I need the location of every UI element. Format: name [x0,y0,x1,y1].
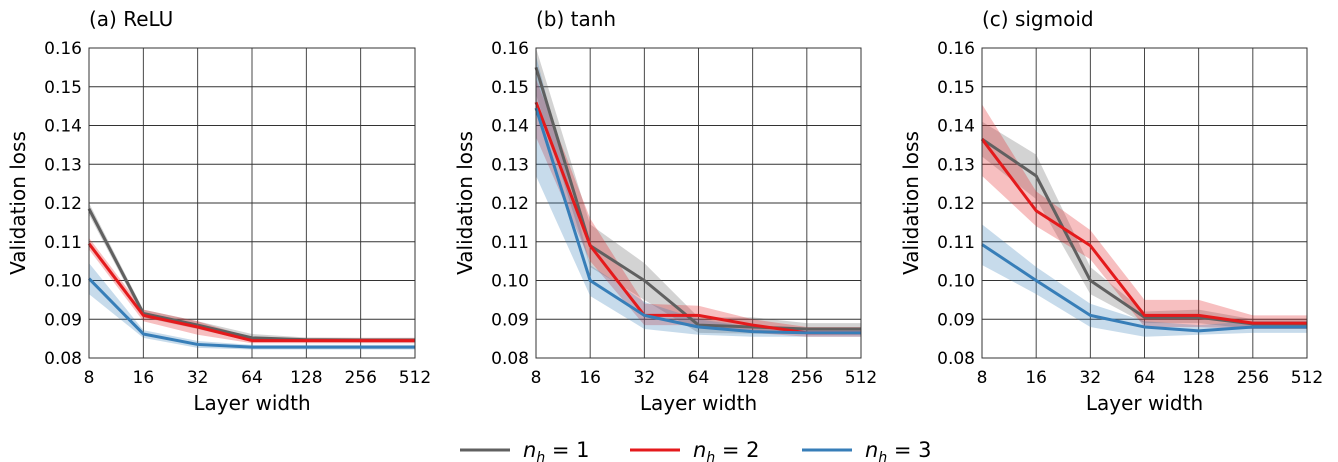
x-tick-label: 16 [133,368,155,388]
plot-frame [88,47,416,359]
y-axis-label: Validation loss [899,131,923,275]
y-tick-label: 0.11 [937,233,975,253]
panel-sigmoid: 0.08 0.09 0.10 0.11 0.12 0.13 0.14 0.15 0.16 8 16 3… [899,7,1323,415]
x-tick-label: 64 [241,368,263,388]
x-tick-label: 128 [736,368,768,388]
panel-title: (c) sigmoid [982,7,1094,31]
legend: nh = 1 nh = 2 nh = 3 [460,438,932,462]
x-tick-label: 32 [1080,368,1102,388]
y-tick-label: 0.08 [937,349,975,369]
legend-label: nh = 1 [523,438,590,462]
legend-entry-2: nh = 2 [630,438,760,462]
grid-relu [88,47,416,359]
y-axis-label: Validation loss [453,131,477,275]
y-tick-label: 0.10 [937,272,975,292]
y-tick-label: 0.10 [44,272,82,292]
series-1-confidence-band [982,121,1307,329]
series-2-confidence-band [89,237,415,344]
series-3-confidence-band [982,224,1307,337]
x-tick-label: 512 [845,368,877,388]
panel-title: (b) tanh [536,7,616,31]
y-tick-label: 0.15 [44,78,82,98]
x-axis-label: Layer width [193,391,310,415]
y-axis-label: Validation loss [6,131,30,275]
y-tick-label: 0.16 [491,39,529,59]
y-tick-label: 0.12 [937,194,975,214]
y-tick-label: 0.08 [491,349,529,369]
x-tick-label: 64 [1134,368,1156,388]
y-tick-label: 0.15 [491,78,529,98]
y-tick-label: 0.13 [491,155,529,175]
x-tick-label: 64 [688,368,710,388]
x-tick-label: 128 [290,368,322,388]
legend-label: nh = 3 [865,438,932,462]
y-tick-label: 0.15 [937,78,975,98]
y-tick-label: 0.12 [44,194,82,214]
series-2-confidence-band [536,79,861,337]
y-tick-label: 0.14 [937,117,975,137]
y-tick-label: 0.09 [937,310,975,330]
x-tick-label: 16 [579,368,601,388]
legend-label: nh = 2 [693,438,760,462]
x-axis-label: Layer width [1086,391,1203,415]
legend-entry-1: nh = 1 [460,438,590,462]
y-tick-label: 0.10 [491,272,529,292]
x-tick-label: 8 [977,368,988,388]
y-tick-label: 0.08 [44,349,82,369]
y-tick-label: 0.16 [937,39,975,59]
panel-tanh: 0.08 0.09 0.10 0.11 0.12 0.13 0.14 0.15 0.16 8 16 3… [453,7,877,415]
x-tick-label: 8 [531,368,542,388]
x-tick-label: 512 [1291,368,1323,388]
y-tick-label: 0.13 [937,155,975,175]
y-tick-label: 0.16 [44,39,82,59]
y-tick-label: 0.11 [44,233,82,253]
plot-frame [981,47,1308,359]
legend-entry-3: nh = 3 [802,438,932,462]
y-tick-label: 0.09 [491,310,529,330]
y-tick-label: 0.14 [44,117,82,137]
x-axis-label: Layer width [640,391,757,415]
x-tick-label: 512 [399,368,431,388]
x-tick-label: 256 [791,368,823,388]
x-tick-label: 8 [84,368,95,388]
y-tick-label: 0.09 [44,310,82,330]
y-tick-label: 0.13 [44,155,82,175]
plot-frame [535,47,862,359]
panel-relu: 0.08 0.09 0.10 0.11 0.12 0.13 0.14 0.15 0.16 8 16 3… [6,7,431,415]
y-tick-label: 0.11 [491,233,529,253]
x-tick-label: 32 [634,368,656,388]
y-tick-label: 0.12 [491,194,529,214]
x-tick-label: 16 [1025,368,1047,388]
panel-title: (a) ReLU [89,7,173,31]
x-tick-label: 32 [187,368,209,388]
x-tick-label: 128 [1182,368,1214,388]
x-tick-label: 256 [1237,368,1269,388]
x-tick-label: 256 [344,368,376,388]
y-tick-label: 0.14 [491,117,529,137]
